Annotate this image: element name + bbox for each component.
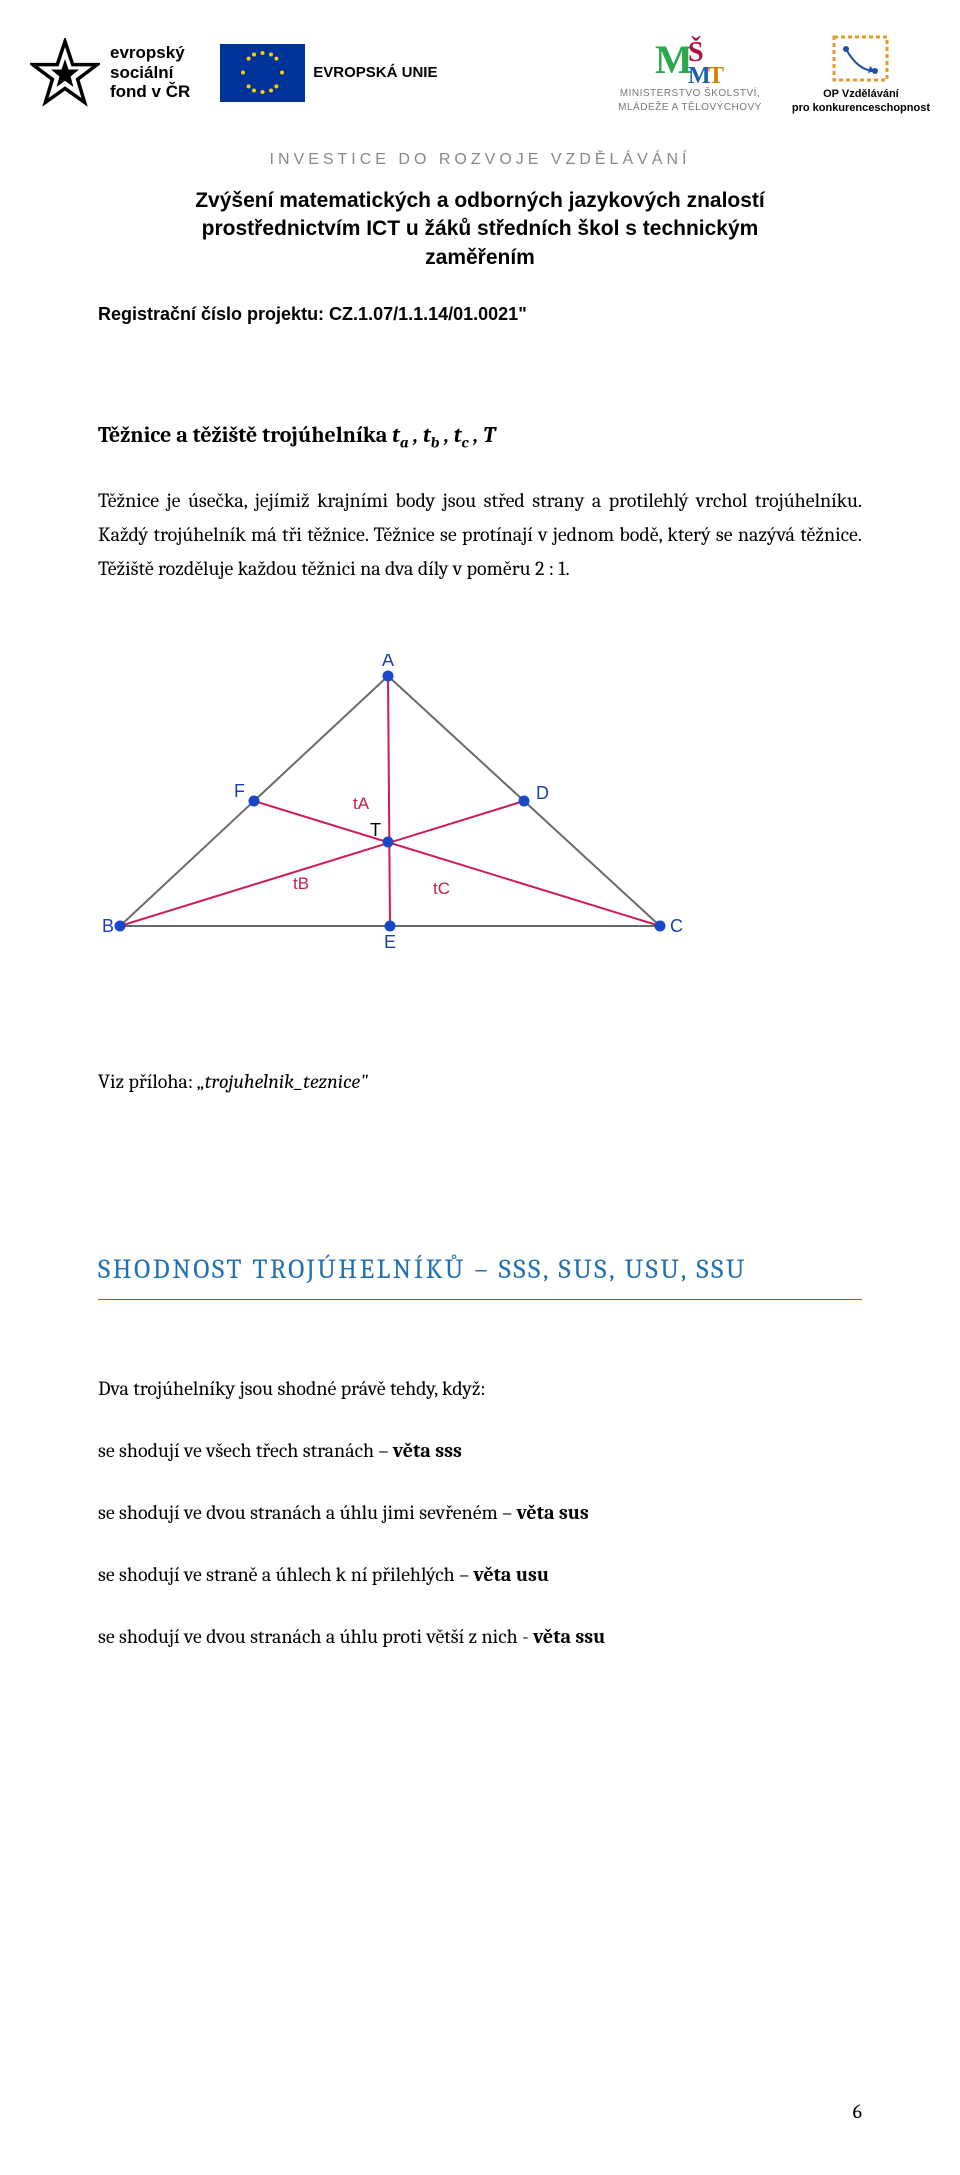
registration-number: Registrační číslo projektu: CZ.1.07/1.1.… — [98, 304, 960, 325]
project-title-l1: Zvýšení matematických a odborných jazyko… — [60, 187, 900, 215]
svg-text:F: F — [234, 781, 245, 801]
logo-opvk: OP Vzdělávání pro konkurenceschopnost — [792, 31, 930, 114]
esf-line: evropský — [110, 43, 190, 63]
congruence-text: se shodují ve dvou stranách a úhlu jimi … — [98, 1501, 517, 1524]
logo-esf: evropský sociální fond v ČR — [30, 38, 190, 108]
logo-band: evropský sociální fond v ČR — [0, 0, 960, 145]
triangle-figure: A B C D E F TtA tB tC — [98, 654, 862, 965]
svg-text:T: T — [708, 63, 724, 86]
svg-text:tC: tC — [433, 879, 450, 898]
msmt-icon: M Š M T — [650, 31, 730, 86]
sep: , — [413, 422, 423, 448]
eu-text: EVROPSKÁ UNIE — [313, 64, 437, 81]
project-title: Zvýšení matematických a odborných jazyko… — [0, 187, 960, 272]
congruence-text: se shodují ve straně a úhlech k ní přile… — [98, 1563, 474, 1586]
project-title-l2: prostřednictvím ICT u žáků středních ško… — [60, 215, 900, 243]
msmt-label-1: MINISTERSTVO ŠKOLSTVÍ, — [620, 88, 760, 100]
esf-line: fond v ČR — [110, 82, 190, 102]
msmt-label-2: MLÁDEŽE A TĚLOVÝCHOVY — [618, 102, 762, 114]
congruence-line: se shodují ve dvou stranách a úhlu proti… — [98, 1620, 862, 1654]
symbol-ta: ta — [392, 422, 408, 448]
congruence-line: se shodují ve všech třech stranách – vět… — [98, 1434, 862, 1468]
sep: , — [444, 422, 454, 448]
congruence-theorem: věta ssu — [533, 1625, 605, 1648]
project-title-l3: zaměřením — [60, 244, 900, 272]
svg-text:C: C — [670, 916, 683, 936]
congruence-intro: Dva trojúhelníky jsou shodné právě tehdy… — [98, 1372, 862, 1406]
svg-text:tA: tA — [353, 794, 370, 813]
svg-text:tB: tB — [293, 874, 309, 893]
svg-text:A: A — [382, 654, 394, 670]
symbol-tc: tc — [454, 422, 469, 448]
congruence-line: se shodují ve straně a úhlech k ní přile… — [98, 1558, 862, 1592]
congruence-theorem: věta usu — [474, 1563, 550, 1586]
section-heading-shodnost: SHODNOST TROJÚHELNÍKŮ – SSS, SUS, USU, S… — [98, 1247, 862, 1300]
congruence-theorem: věta sus — [517, 1501, 589, 1524]
svg-text:E: E — [384, 932, 396, 952]
svg-text:D: D — [536, 783, 549, 803]
page-number: 6 — [853, 2100, 862, 2123]
opvk-label-1: OP Vzdělávání — [823, 88, 899, 100]
esf-star-icon — [30, 38, 100, 108]
esf-line: sociální — [110, 63, 190, 83]
congruence-list: Dva trojúhelníky jsou shodné právě tehdy… — [98, 1372, 862, 1654]
symbol-tb: tb — [423, 422, 439, 448]
section-heading-teznice: Těžnice a těžiště trojúhelníka ta , tb ,… — [98, 417, 862, 456]
attachment-line: Viz příloha: „trojuhelnik_teznice" — [98, 1065, 862, 1099]
congruence-line: se shodují ve dvou stranách a úhlu jimi … — [98, 1496, 862, 1530]
heading-text: Těžnice a těžiště trojúhelníka — [98, 422, 392, 448]
sep: , — [474, 422, 484, 448]
congruence-text: se shodují ve všech třech stranách – — [98, 1439, 393, 1462]
invest-tagline: INVESTICE DO ROZVOJE VZDĚLÁVÁNÍ — [0, 145, 960, 187]
svg-text:B: B — [102, 916, 114, 936]
svg-text:T: T — [370, 820, 381, 840]
congruence-text: se shodují ve dvou stranách a úhlu proti… — [98, 1625, 533, 1648]
attachment-name: „trojuhelnik_teznice" — [197, 1070, 368, 1093]
esf-text: evropský sociální fond v ČR — [110, 43, 190, 102]
logo-eu: EVROPSKÁ UNIE — [220, 44, 437, 102]
logo-msmt: M Š M T MINISTERSTVO ŠKOLSTVÍ, MLÁDEŽE A… — [618, 31, 762, 114]
attachment-prefix: Viz příloha: — [98, 1070, 197, 1093]
paragraph-teznice: Těžnice je úsečka, jejímiž krajními body… — [98, 484, 862, 586]
opvk-label-2: pro konkurenceschopnost — [792, 102, 930, 114]
symbol-T: T — [483, 422, 495, 448]
opvk-icon — [828, 31, 893, 86]
congruence-theorem: věta sss — [393, 1439, 462, 1462]
eu-flag-icon — [220, 44, 305, 102]
